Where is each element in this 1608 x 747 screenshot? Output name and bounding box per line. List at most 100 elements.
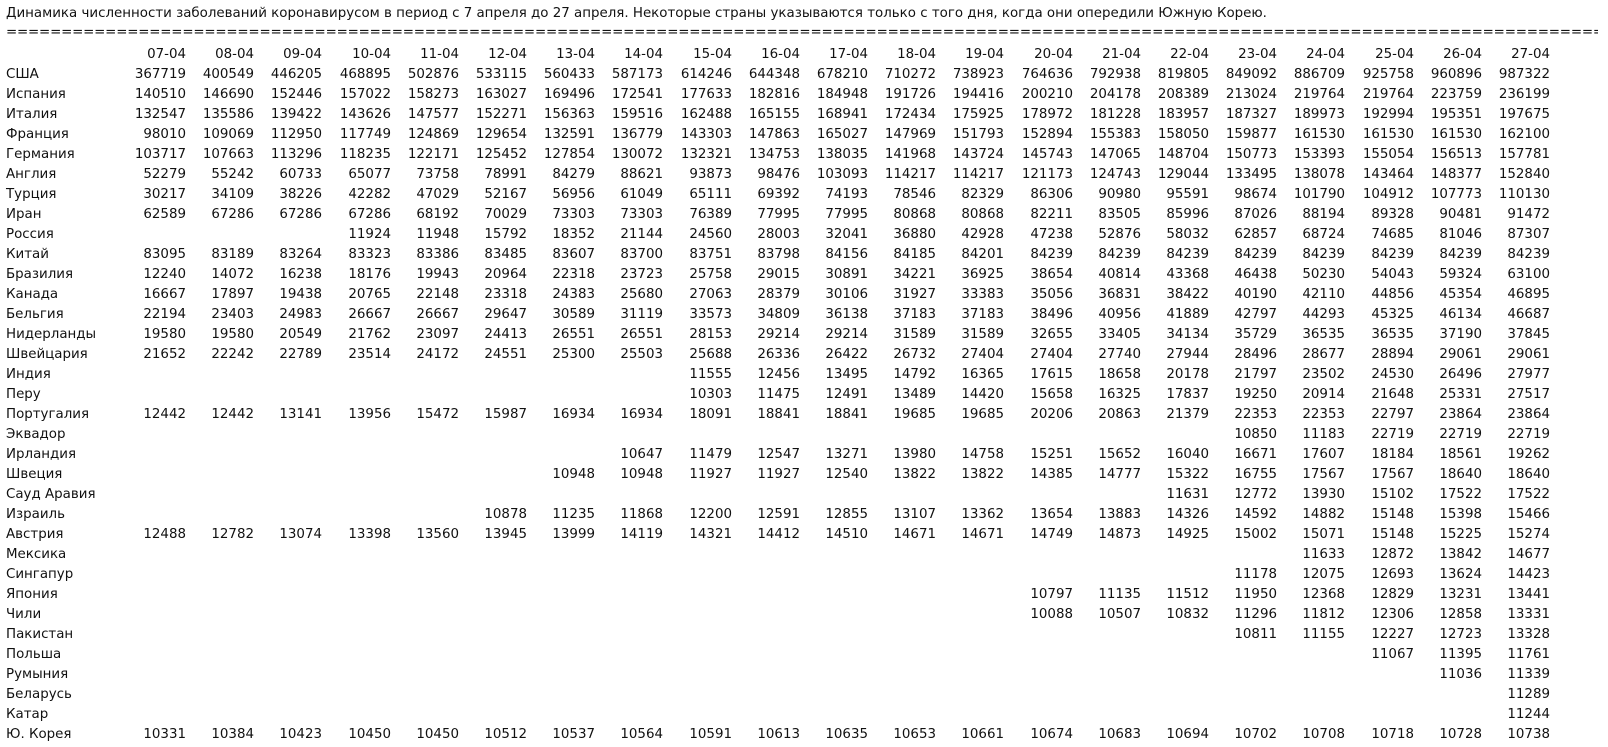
case-count-cell: 36925 bbox=[961, 267, 1004, 282]
country-name: Израиль bbox=[6, 507, 65, 522]
case-count-cell: 73303 bbox=[620, 207, 663, 222]
case-count-cell: 11183 bbox=[1302, 427, 1345, 442]
case-count-cell: 169496 bbox=[543, 87, 595, 102]
case-count-cell: 12075 bbox=[1302, 567, 1345, 582]
case-count-cell: 14873 bbox=[1098, 527, 1141, 542]
case-count-cell: 86306 bbox=[1030, 187, 1073, 202]
case-count-cell: 83505 bbox=[1098, 207, 1141, 222]
case-count-cell: 13489 bbox=[893, 387, 936, 402]
case-count-cell: 143303 bbox=[680, 127, 732, 142]
case-count-cell: 113296 bbox=[270, 147, 322, 162]
case-count-cell: 10702 bbox=[1234, 727, 1277, 742]
case-count-cell: 124743 bbox=[1089, 167, 1141, 182]
case-count-cell: 30891 bbox=[825, 267, 868, 282]
case-count-cell: 30106 bbox=[825, 287, 868, 302]
case-count-cell: 161530 bbox=[1430, 127, 1482, 142]
case-count-cell: 30217 bbox=[143, 187, 186, 202]
case-count-cell: 192994 bbox=[1362, 107, 1414, 122]
country-name: Катар bbox=[6, 707, 49, 722]
case-count-cell: 13107 bbox=[893, 507, 936, 522]
case-count-cell: 20863 bbox=[1098, 407, 1141, 422]
case-count-cell: 18640 bbox=[1507, 467, 1550, 482]
case-count-cell: 118235 bbox=[339, 147, 391, 162]
table-row: Перу 10303 11475 12491 13489 14420 15658 16325 1… bbox=[0, 385, 1608, 405]
case-count-cell: 19438 bbox=[279, 287, 322, 302]
case-count-cell: 10331 bbox=[143, 727, 186, 742]
case-count-cell: 10635 bbox=[825, 727, 868, 742]
case-count-cell: 83700 bbox=[620, 247, 663, 262]
country-name: Бельгия bbox=[6, 307, 64, 322]
case-count-cell: 80868 bbox=[961, 207, 1004, 222]
case-count-cell: 12772 bbox=[1234, 487, 1277, 502]
case-count-cell: 10537 bbox=[552, 727, 595, 742]
case-count-cell: 26551 bbox=[620, 327, 663, 342]
case-count-cell: 152446 bbox=[270, 87, 322, 102]
case-count-cell: 10647 bbox=[620, 447, 663, 462]
case-count-cell: 36138 bbox=[825, 307, 868, 322]
case-count-cell: 46895 bbox=[1507, 287, 1550, 302]
case-count-cell: 83264 bbox=[279, 247, 322, 262]
case-count-cell: 78546 bbox=[893, 187, 936, 202]
case-count-cell: 10718 bbox=[1371, 727, 1414, 742]
case-count-cell: 32041 bbox=[825, 227, 868, 242]
country-name: Япония bbox=[6, 587, 58, 602]
case-count-cell: 165027 bbox=[816, 127, 868, 142]
case-count-cell: 37845 bbox=[1507, 327, 1550, 342]
case-count-cell: 18091 bbox=[689, 407, 732, 422]
case-count-cell: 42282 bbox=[348, 187, 391, 202]
case-count-cell: 146690 bbox=[202, 87, 254, 102]
case-count-cell: 34109 bbox=[211, 187, 254, 202]
case-count-cell: 38226 bbox=[279, 187, 322, 202]
case-count-cell: 31589 bbox=[893, 327, 936, 342]
case-count-cell: 10653 bbox=[893, 727, 936, 742]
case-count-cell: 15251 bbox=[1030, 447, 1073, 462]
case-count-cell: 46134 bbox=[1439, 307, 1482, 322]
country-name: Австрия bbox=[6, 527, 64, 542]
date-header: 14-04 bbox=[624, 47, 663, 62]
case-count-cell: 10878 bbox=[484, 507, 527, 522]
case-count-cell: 29015 bbox=[757, 267, 800, 282]
case-count-cell: 159516 bbox=[611, 107, 663, 122]
case-count-cell: 178972 bbox=[1021, 107, 1073, 122]
case-count-cell: 29061 bbox=[1439, 347, 1482, 362]
case-count-cell: 34809 bbox=[757, 307, 800, 322]
case-count-cell: 25300 bbox=[552, 347, 595, 362]
case-count-cell: 161530 bbox=[1293, 127, 1345, 142]
case-count-cell: 83798 bbox=[757, 247, 800, 262]
case-count-cell: 138078 bbox=[1293, 167, 1345, 182]
case-count-cell: 17567 bbox=[1371, 467, 1414, 482]
case-count-cell: 140510 bbox=[134, 87, 186, 102]
date-header: 23-04 bbox=[1238, 47, 1277, 62]
table-row: Румыния 11036 11339 bbox=[0, 665, 1608, 685]
case-count-cell: 132547 bbox=[134, 107, 186, 122]
table-row: Англия 52279 55242 60733 65077 73758 78991 8427… bbox=[0, 165, 1608, 185]
case-count-cell: 139422 bbox=[270, 107, 322, 122]
case-count-cell: 20964 bbox=[484, 267, 527, 282]
case-count-cell: 112950 bbox=[270, 127, 322, 142]
case-count-cell: 44293 bbox=[1302, 307, 1345, 322]
case-count-cell: 14510 bbox=[825, 527, 868, 542]
case-count-cell: 24551 bbox=[484, 347, 527, 362]
case-count-cell: 20549 bbox=[279, 327, 322, 342]
case-count-cell: 11475 bbox=[757, 387, 800, 402]
case-count-cell: 84239 bbox=[1439, 247, 1482, 262]
country-name: Эквадор bbox=[6, 427, 66, 442]
case-count-cell: 12442 bbox=[211, 407, 254, 422]
case-count-cell: 10797 bbox=[1030, 587, 1073, 602]
case-count-cell: 70029 bbox=[484, 207, 527, 222]
case-count-cell: 50230 bbox=[1302, 267, 1345, 282]
case-count-cell: 175925 bbox=[952, 107, 1004, 122]
date-header: 16-04 bbox=[761, 47, 800, 62]
case-count-cell: 26667 bbox=[416, 307, 459, 322]
case-count-cell: 162100 bbox=[1498, 127, 1550, 142]
case-count-cell: 74193 bbox=[825, 187, 868, 202]
case-count-cell: 16325 bbox=[1098, 387, 1141, 402]
case-count-cell: 67286 bbox=[279, 207, 322, 222]
case-count-cell: 26336 bbox=[757, 347, 800, 362]
case-count-cell: 13945 bbox=[484, 527, 527, 542]
case-count-cell: 21648 bbox=[1371, 387, 1414, 402]
case-count-cell: 10303 bbox=[689, 387, 732, 402]
case-count-cell: 151793 bbox=[952, 127, 1004, 142]
case-count-cell: 69392 bbox=[757, 187, 800, 202]
case-count-cell: 81046 bbox=[1439, 227, 1482, 242]
